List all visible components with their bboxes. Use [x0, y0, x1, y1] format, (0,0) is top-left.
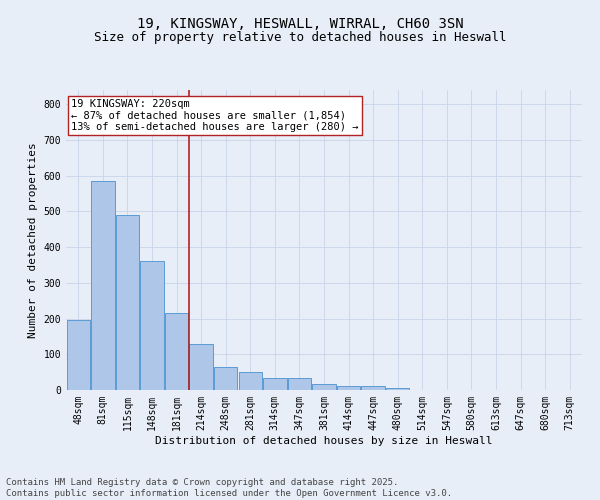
- Bar: [263, 378, 287, 390]
- Text: Size of property relative to detached houses in Heswall: Size of property relative to detached ho…: [94, 31, 506, 44]
- Y-axis label: Number of detached properties: Number of detached properties: [28, 142, 38, 338]
- Bar: [361, 386, 385, 390]
- Bar: [91, 181, 115, 390]
- Bar: [313, 384, 335, 390]
- Text: 19 KINGSWAY: 220sqm
← 87% of detached houses are smaller (1,854)
13% of semi-det: 19 KINGSWAY: 220sqm ← 87% of detached ho…: [71, 99, 359, 132]
- Text: Contains HM Land Registry data © Crown copyright and database right 2025.
Contai: Contains HM Land Registry data © Crown c…: [6, 478, 452, 498]
- Bar: [67, 320, 90, 390]
- Bar: [140, 262, 164, 390]
- Bar: [337, 386, 360, 390]
- Text: 19, KINGSWAY, HESWALL, WIRRAL, CH60 3SN: 19, KINGSWAY, HESWALL, WIRRAL, CH60 3SN: [137, 18, 463, 32]
- Bar: [116, 215, 139, 390]
- X-axis label: Distribution of detached houses by size in Heswall: Distribution of detached houses by size …: [155, 436, 493, 446]
- Bar: [190, 344, 213, 390]
- Bar: [214, 367, 238, 390]
- Bar: [239, 372, 262, 390]
- Bar: [386, 388, 409, 390]
- Bar: [165, 313, 188, 390]
- Bar: [288, 378, 311, 390]
